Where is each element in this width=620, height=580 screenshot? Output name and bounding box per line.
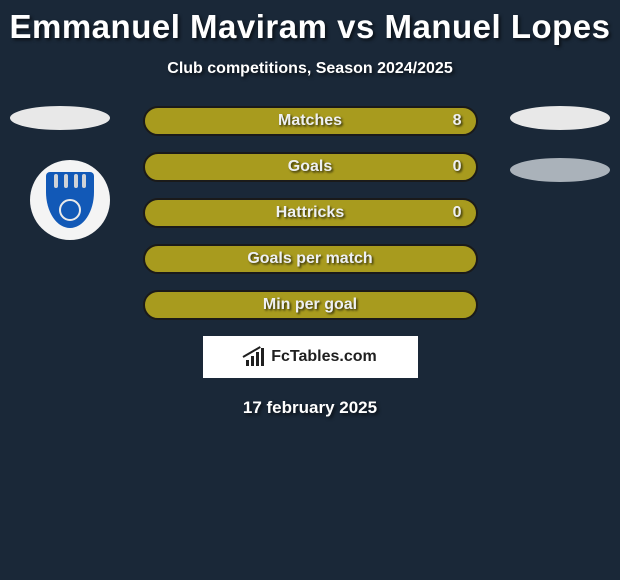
stat-label: Hattricks — [276, 204, 344, 222]
brand-text: FcTables.com — [271, 348, 377, 366]
season-subtitle: Club competitions, Season 2024/2025 — [0, 60, 620, 78]
stat-bar-min-per-goal: Min per goal — [143, 290, 478, 320]
club-emblem — [30, 160, 110, 240]
stat-value: 0 — [453, 204, 462, 222]
comparison-content: Matches 8 Goals 0 Hattricks 0 Goals per … — [0, 106, 620, 418]
player-right-oval-1 — [510, 106, 610, 130]
stat-label: Matches — [278, 112, 342, 130]
stat-bar-matches: Matches 8 — [143, 106, 478, 136]
stat-label: Min per goal — [263, 296, 357, 314]
stat-value: 8 — [453, 112, 462, 130]
shield-icon — [46, 172, 94, 228]
stat-label: Goals — [288, 158, 332, 176]
stat-bar-hattricks: Hattricks 0 — [143, 198, 478, 228]
player-right-oval-2 — [510, 158, 610, 182]
stat-value: 0 — [453, 158, 462, 176]
page-title: Emmanuel Maviram vs Manuel Lopes — [0, 0, 620, 46]
stat-bar-goals: Goals 0 — [143, 152, 478, 182]
snapshot-date: 17 february 2025 — [0, 398, 620, 418]
brand-chart-icon — [243, 348, 265, 366]
brand-box: FcTables.com — [203, 336, 418, 378]
player-left-oval — [10, 106, 110, 130]
stat-bar-goals-per-match: Goals per match — [143, 244, 478, 274]
stat-bars: Matches 8 Goals 0 Hattricks 0 Goals per … — [143, 106, 478, 320]
stat-label: Goals per match — [247, 250, 372, 268]
